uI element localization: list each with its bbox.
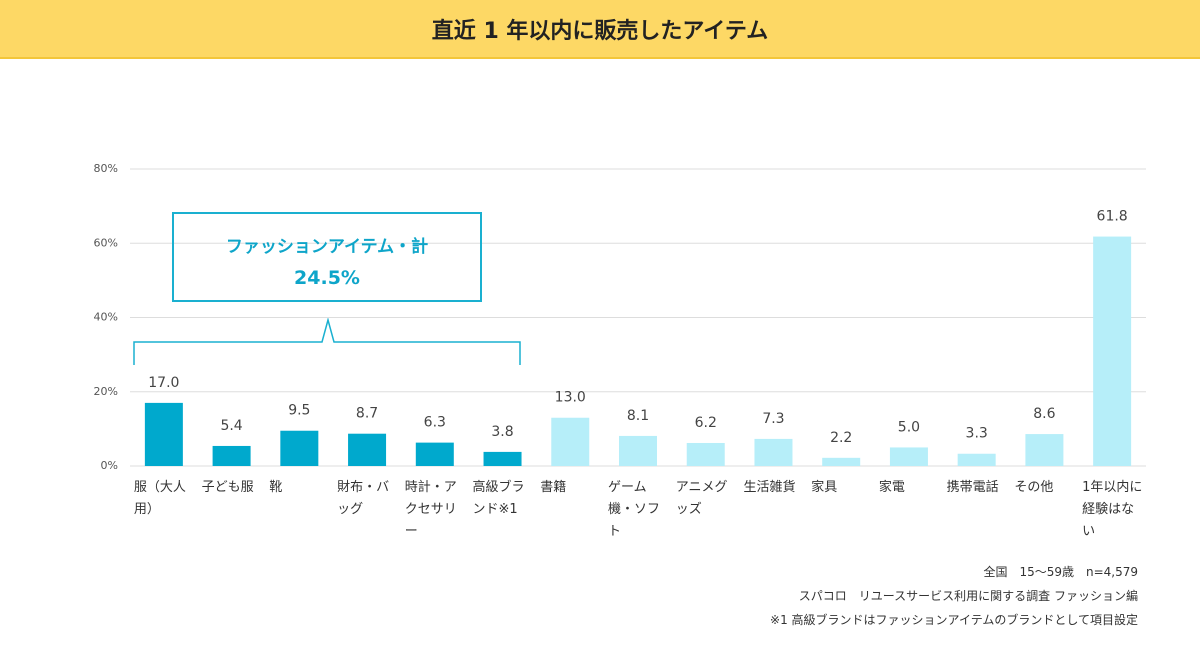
x-tick-label: 服（大人用） xyxy=(133,480,186,517)
bar xyxy=(822,457,861,466)
bar xyxy=(754,438,793,466)
x-tick-label: 靴 xyxy=(269,480,283,495)
value-label: 6.2 xyxy=(695,415,717,431)
x-tick-label: 書籍 xyxy=(540,480,567,495)
bar xyxy=(348,433,387,466)
y-tick-label: 0% xyxy=(101,459,118,472)
value-label: 9.5 xyxy=(288,403,310,419)
x-tick-label: アニメグッズ xyxy=(675,480,728,517)
bar xyxy=(619,435,657,466)
value-label: 17.0 xyxy=(148,375,179,391)
value-label: 8.1 xyxy=(627,408,649,424)
bar xyxy=(280,430,319,466)
x-tick-label: ゲーム機・ソフト xyxy=(608,480,661,539)
y-tick-label: 40% xyxy=(94,311,118,324)
x-tick-label: 生活雑貨 xyxy=(743,480,796,495)
value-label: 8.7 xyxy=(356,406,378,422)
value-label: 8.6 xyxy=(1033,406,1055,422)
note: 全国 15～59歳 n=4,579 xyxy=(983,565,1138,579)
x-tick-label: 子ども服 xyxy=(201,480,254,495)
x-tick-label: 高級ブランド※1 xyxy=(472,480,525,517)
value-label: 3.3 xyxy=(966,426,988,442)
note: スパコロ リユースサービス利用に関する調査 ファッション編 xyxy=(798,589,1138,603)
value-label: 5.4 xyxy=(220,418,242,434)
y-tick-label: 20% xyxy=(94,385,118,398)
bar xyxy=(415,442,454,466)
bar xyxy=(212,445,251,466)
bracket xyxy=(133,317,521,365)
x-tick-label: 1年以内に経験はない xyxy=(1082,480,1143,539)
x-tick-label: 時計・アクセサリー xyxy=(404,480,457,539)
annotation: ファッションアイテム・計 24.5% xyxy=(172,212,482,302)
value-label: 3.8 xyxy=(491,424,513,440)
x-tick-label: 携帯電話 xyxy=(946,480,999,495)
x-tick-label: 家具 xyxy=(811,480,838,495)
y-tick-label: 60% xyxy=(94,236,118,249)
bar xyxy=(957,453,996,466)
annotation-text: ファッションアイテム・計 xyxy=(225,237,429,257)
x-tick-label: 財布・バッグ xyxy=(337,480,390,517)
x-tick-label: その他 xyxy=(1014,480,1054,495)
bar xyxy=(483,451,522,466)
value-label: 61.8 xyxy=(1097,209,1128,225)
value-label: 6.3 xyxy=(424,415,446,431)
bar xyxy=(144,402,183,466)
y-tick-label: 80% xyxy=(94,162,118,175)
header-title: 直近 1 年以内に販売したアイテム xyxy=(0,0,1200,59)
note: ※1 高級ブランドはファッションアイテムのブランドとして項目設定 xyxy=(770,613,1138,627)
value-label: 5.0 xyxy=(898,419,920,435)
bar xyxy=(1093,236,1132,466)
bar xyxy=(551,417,590,466)
x-tick-label: 家電 xyxy=(878,480,905,495)
annotation-total: 24.5% xyxy=(294,267,360,289)
bar xyxy=(889,447,928,466)
bar xyxy=(1025,434,1064,466)
value-label: 2.2 xyxy=(830,430,852,446)
value-label: 7.3 xyxy=(762,411,784,427)
bar xyxy=(686,442,725,466)
value-label: 13.0 xyxy=(555,390,586,406)
